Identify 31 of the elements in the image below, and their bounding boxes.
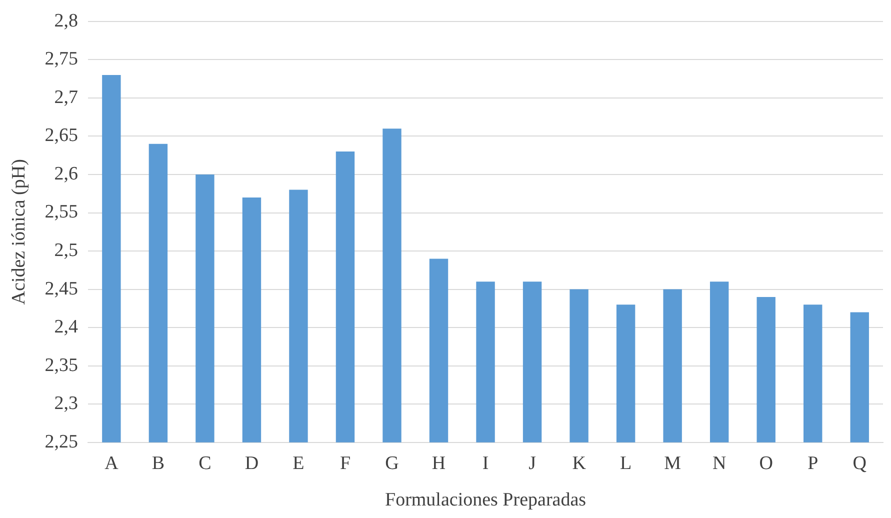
- y-tick-label: 2,3: [54, 393, 78, 414]
- x-tick-label: P: [808, 452, 818, 474]
- x-tick-label: L: [620, 452, 632, 474]
- x-tick-label: C: [198, 452, 212, 474]
- y-tick-label: 2,4: [54, 316, 79, 338]
- x-tick-label: A: [104, 452, 119, 474]
- y-tick-label: 2,25: [44, 431, 78, 452]
- x-tick-label: Q: [852, 452, 867, 474]
- y-tick-label: 2,8: [54, 10, 78, 32]
- y-tick-label: 2,65: [44, 125, 78, 146]
- x-tick-label: I: [482, 452, 489, 474]
- x-tick-label: F: [340, 452, 351, 474]
- y-tick-label: 2,75: [44, 48, 78, 70]
- x-axis-title: Formulaciones Preparadas: [385, 490, 586, 511]
- y-tick-label: 2,7: [54, 86, 78, 108]
- y-axis-title: Acidez iónica (pH): [8, 159, 30, 305]
- y-tick-label: 2,45: [44, 278, 78, 300]
- x-tick-label: K: [572, 452, 586, 474]
- x-tick-label: N: [712, 452, 726, 474]
- x-tick-label: E: [292, 452, 304, 474]
- y-tick-label: 2,55: [44, 202, 78, 223]
- y-tick-label: 2,35: [44, 354, 78, 376]
- x-tick-label: B: [152, 452, 165, 474]
- x-tick-label: O: [759, 452, 773, 474]
- x-tick-label: M: [664, 452, 682, 474]
- x-tick-label: J: [528, 452, 536, 474]
- x-tick-label: D: [244, 452, 259, 474]
- y-tick-label: 2,6: [54, 163, 78, 184]
- x-tick-label: H: [432, 452, 446, 474]
- y-tick-label: 2,5: [54, 240, 78, 262]
- x-tick-label: G: [385, 452, 400, 474]
